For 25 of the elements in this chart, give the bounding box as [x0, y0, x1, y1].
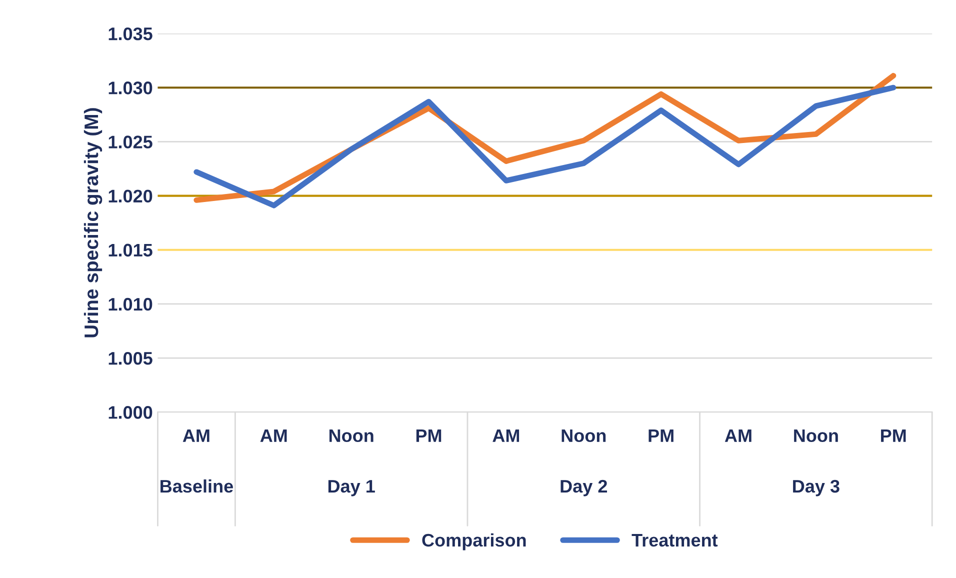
y-tick-label: 1.000 [108, 406, 152, 419]
text: Day 3 [793, 480, 840, 496]
y-tick-label: 1.030 [108, 82, 152, 94]
x-tick-label: PM [881, 429, 906, 442]
x-tick-label: AM [182, 429, 210, 442]
x-tick-label: Noon [562, 429, 606, 442]
text: Day 2 [560, 480, 608, 496]
y-tick-label: 1.005 [108, 352, 152, 365]
x-tick-label: PM [416, 429, 442, 442]
legend-label: Comparison [422, 533, 526, 550]
x-tick-label: Noon [329, 429, 374, 442]
x-tick-label: AM [492, 429, 520, 442]
x-tick-label: AM [260, 429, 287, 442]
y-tick-label: 1.015 [108, 244, 152, 257]
y-tick-label: 1.020 [108, 190, 152, 202]
y-axis-title: Urine specific gravity (M) [84, 108, 102, 338]
x-tick-label: Noon [794, 429, 838, 442]
text: Baseline [160, 479, 233, 493]
y-tick-label: 1.025 [108, 136, 152, 148]
x-tick-label: AM [724, 429, 752, 442]
y-tick-label: 1.010 [108, 298, 152, 311]
text: Day 1 [328, 480, 375, 496]
x-tick-label: PM [648, 429, 674, 442]
y-tick-label: 1.035 [108, 27, 152, 40]
legend-label: Treatment [632, 534, 718, 547]
